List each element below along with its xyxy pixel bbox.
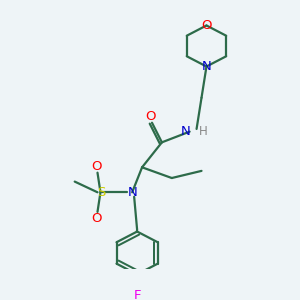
Text: S: S xyxy=(97,186,106,199)
Text: O: O xyxy=(146,110,156,123)
Text: O: O xyxy=(91,160,102,173)
Text: N: N xyxy=(202,60,211,73)
Text: O: O xyxy=(201,19,212,32)
Text: H: H xyxy=(199,125,207,138)
Text: N: N xyxy=(181,125,190,138)
Text: N: N xyxy=(127,186,137,199)
Text: O: O xyxy=(91,212,102,225)
Text: F: F xyxy=(134,289,141,300)
